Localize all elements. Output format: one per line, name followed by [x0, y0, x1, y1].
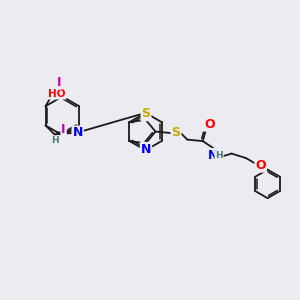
Text: N: N — [73, 126, 83, 140]
Text: O: O — [204, 118, 214, 130]
Text: H: H — [215, 151, 223, 160]
Text: H: H — [51, 136, 59, 146]
Text: I: I — [56, 76, 61, 89]
Text: S: S — [172, 126, 181, 139]
Text: N: N — [208, 149, 218, 162]
Text: N: N — [141, 143, 151, 156]
Text: I: I — [61, 123, 66, 136]
Text: S: S — [142, 107, 151, 120]
Text: HO: HO — [48, 89, 66, 99]
Text: O: O — [255, 159, 266, 172]
